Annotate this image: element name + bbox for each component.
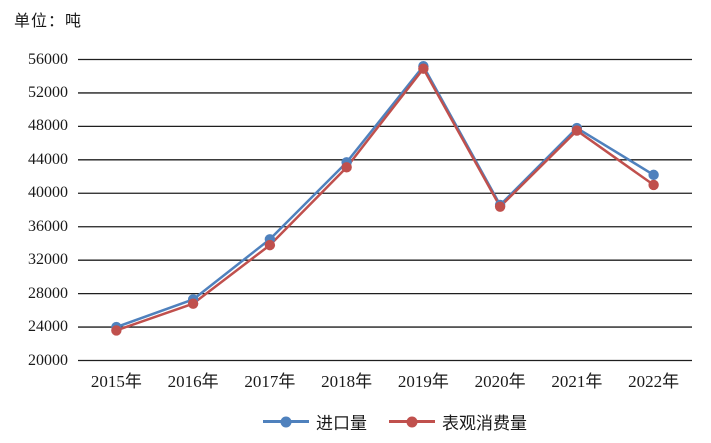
legend: 进口量 表观消费量 [263, 409, 527, 434]
series-line-进口量 [115, 64, 655, 329]
legend-marker-imports-icon [263, 416, 309, 427]
data-point [341, 162, 352, 173]
y-axis-label: 40000 [28, 184, 68, 202]
data-point [264, 239, 276, 251]
legend-label-apparent-consumption: 表观消费量 [442, 414, 527, 433]
legend-marker-apparent-consumption-icon [389, 416, 435, 427]
y-axis-label: 48000 [28, 117, 68, 135]
data-point [648, 179, 659, 191]
data-point [187, 298, 199, 309]
data-point [494, 201, 506, 212]
x-axis-label: 2018年 [321, 372, 373, 391]
x-axis-label: 2020年 [474, 372, 526, 391]
data-point [111, 325, 122, 336]
y-axis-label: 20000 [28, 351, 68, 369]
series-line-表观消费量 [115, 67, 655, 332]
data-point [648, 169, 659, 181]
x-axis-label: 2016年 [167, 372, 219, 391]
x-axis-label: 2019年 [397, 372, 449, 391]
y-axis-label: 56000 [28, 50, 68, 68]
y-axis-label: 24000 [28, 318, 68, 336]
x-axis-label: 2022年 [628, 372, 680, 391]
legend-label-imports: 进口量 [316, 414, 367, 433]
data-point [418, 63, 429, 74]
x-axis-label: 2021年 [551, 372, 603, 391]
x-axis-label: 2015年 [90, 372, 142, 391]
y-axis-label: 52000 [28, 83, 68, 101]
x-axis-label: 2017年 [244, 372, 296, 391]
unit-label: 单位：吨 [14, 13, 83, 30]
y-axis-label: 32000 [28, 251, 68, 269]
y-axis-label: 28000 [28, 284, 68, 302]
data-point [571, 125, 583, 136]
y-axis-label: 36000 [28, 217, 68, 235]
legend-item-apparent-consumption: 表观消费量 [389, 409, 527, 434]
y-axis-label: 44000 [28, 150, 68, 168]
legend-item-imports: 进口量 [263, 409, 367, 434]
